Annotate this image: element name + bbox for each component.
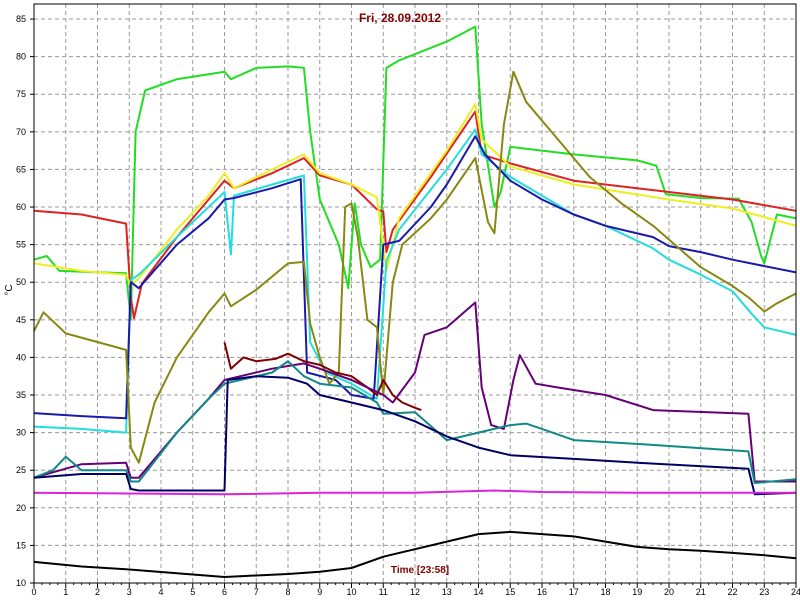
y-tick-label: 55 xyxy=(16,240,26,250)
series-line-5 xyxy=(33,135,797,420)
y-tick-label: 50 xyxy=(16,277,26,287)
x-tick-label: 8 xyxy=(285,587,290,597)
series-line-1 xyxy=(33,25,797,321)
chart-title: Fri, 28.09.2012 xyxy=(359,11,441,25)
y-tick-label: 15 xyxy=(16,540,26,550)
x-tick-label: 1 xyxy=(63,587,68,597)
y-tick-label: 40 xyxy=(16,352,26,362)
y-tick-label: 70 xyxy=(16,127,26,137)
y-tick-label: 60 xyxy=(16,202,26,212)
y-tick-label: 35 xyxy=(16,390,26,400)
grid xyxy=(30,4,797,588)
x-tick-label: 23 xyxy=(759,587,769,597)
x-tick-label: 16 xyxy=(537,587,547,597)
y-tick-label: 20 xyxy=(16,503,26,513)
series-line-4 xyxy=(33,128,797,434)
y-tick-label: 25 xyxy=(16,465,26,475)
x-tick-label: 21 xyxy=(696,587,706,597)
series-line-6 xyxy=(33,70,797,464)
y-tick-label: 65 xyxy=(16,164,26,174)
y-tick-label: 45 xyxy=(16,315,26,325)
x-tick-label: 12 xyxy=(410,587,420,597)
y-axis-label: °C xyxy=(4,284,15,295)
x-tick-label: 13 xyxy=(442,587,452,597)
series-line-9 xyxy=(33,360,797,484)
x-tick-label: 7 xyxy=(254,587,259,597)
y-tick-labels: 10 15 20 25 30 35 40 45 50 55 60 65 70 75 80 85 xyxy=(16,14,26,588)
x-tick-label: 10 xyxy=(346,587,356,597)
y-tick-label: 85 xyxy=(16,14,26,24)
series-line-10 xyxy=(33,375,797,496)
series-group xyxy=(33,25,797,578)
x-tick-label: 14 xyxy=(473,587,483,597)
x-tick-label: 6 xyxy=(222,587,227,597)
x-tick-label: 2 xyxy=(95,587,100,597)
series-line-3 xyxy=(33,103,797,287)
y-tick-label: 10 xyxy=(16,578,26,588)
x-tick-label: 9 xyxy=(317,587,322,597)
y-tick-label: 75 xyxy=(16,89,26,99)
x-tick-label: 18 xyxy=(600,587,610,597)
x-tick-label: 11 xyxy=(379,587,388,597)
x-tick-labels: 0 1 2 3 4 5 6 7 8 9 10 11 12 13 14 15 16 17 18 19 20 21 22 23 24 xyxy=(31,587,800,597)
x-tick-label: 20 xyxy=(664,587,674,597)
x-axis-label: Time [23:58] xyxy=(391,565,449,576)
x-tick-label: 19 xyxy=(632,587,642,597)
series-line-12 xyxy=(33,530,797,578)
y-tick-label: 30 xyxy=(16,428,26,438)
x-tick-label: 17 xyxy=(569,587,579,597)
x-tick-label: 4 xyxy=(158,587,163,597)
x-tick-label: 5 xyxy=(190,587,195,597)
x-tick-label: 3 xyxy=(127,587,132,597)
x-tick-label: 22 xyxy=(727,587,737,597)
x-tick-label: 15 xyxy=(505,587,515,597)
axes xyxy=(33,3,797,584)
series-line-11 xyxy=(33,489,796,496)
x-tick-label: 24 xyxy=(791,587,800,597)
x-tick-label: 0 xyxy=(31,587,36,597)
plot-frame xyxy=(33,3,797,584)
y-tick-label: 80 xyxy=(16,52,26,62)
